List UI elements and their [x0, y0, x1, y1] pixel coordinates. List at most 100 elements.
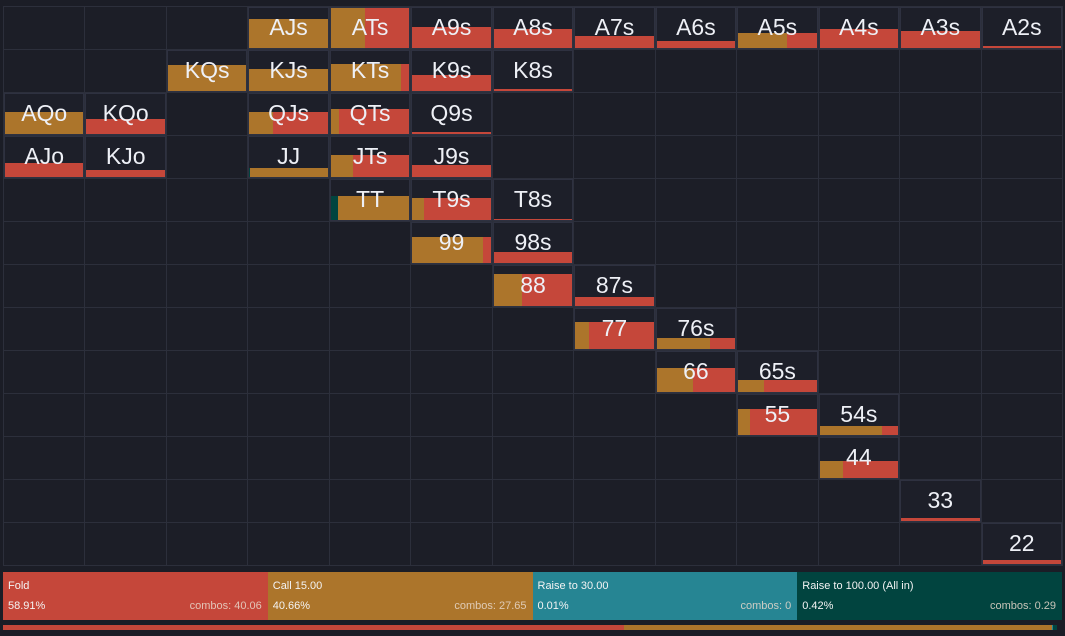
bar-segment-call	[249, 69, 328, 91]
grid-cell	[654, 92, 738, 136]
hand-label: JTs	[352, 143, 388, 169]
grid-cell	[410, 479, 493, 523]
hand-frequency-bar	[330, 8, 410, 48]
hand-cell-A4s[interactable]: A4s	[818, 7, 900, 49]
bar-segment-fold	[493, 29, 573, 48]
hand-cell-JTs[interactable]: JTs	[329, 136, 411, 178]
grid-cell	[573, 522, 656, 566]
bar-segment-call	[738, 32, 787, 48]
grid-cell	[3, 178, 86, 222]
hand-label: 99	[438, 229, 465, 255]
hand-cell-J9s[interactable]: J9s	[411, 136, 492, 178]
hand-cell-65s[interactable]: 65s	[737, 351, 818, 393]
hand-cell-76s[interactable]: 76s	[655, 308, 737, 350]
hand-cell-T8s[interactable]: T8s	[492, 179, 574, 221]
hand-cell-ATs[interactable]: ATs	[329, 7, 411, 49]
hand-cell-A6s[interactable]: A6s	[655, 7, 737, 49]
hand-cell-33[interactable]: 33	[900, 480, 981, 522]
bar-segment-call	[656, 337, 711, 349]
hand-frequency-bar	[330, 64, 410, 91]
hand-cell-JJ[interactable]: JJ	[248, 136, 329, 178]
hand-cell-K8s[interactable]: K8s	[492, 50, 574, 92]
hand-cell-A5s[interactable]: A5s	[737, 7, 818, 49]
grid-cell	[817, 522, 901, 566]
hand-cell-AJs[interactable]: AJs	[248, 7, 329, 49]
grid-cell	[573, 135, 656, 179]
hand-cell-AJo[interactable]: AJo	[4, 136, 85, 178]
hand-cell-QTs[interactable]: QTs	[329, 93, 411, 135]
grid-cell	[491, 436, 575, 480]
hand-cell-QJs[interactable]: QJs	[248, 93, 329, 135]
grid-cell	[165, 307, 249, 351]
bar-segment-call	[330, 64, 402, 91]
hand-cell-KJo[interactable]: KJo	[85, 136, 166, 178]
hand-label: AQo	[21, 100, 68, 126]
bar-segment-fold	[86, 118, 165, 134]
action-fold[interactable]: Fold 58.91% combos: 40.06	[3, 572, 268, 620]
bar-segment-fold	[692, 368, 736, 392]
hand-cell-22[interactable]: 22	[981, 523, 1062, 565]
hand-cell-77[interactable]: 77	[574, 308, 655, 350]
bar-segment-fold	[982, 46, 1061, 48]
hand-cell-KQo[interactable]: KQo	[85, 93, 166, 135]
grid-cell	[817, 479, 901, 523]
action-call[interactable]: Call 15.00 40.66% combos: 27.65	[267, 572, 533, 620]
hand-cell-AQo[interactable]: AQo	[4, 93, 85, 135]
grid-cell	[247, 178, 330, 222]
hand-label: 44	[846, 444, 872, 470]
hand-frequency-bar	[330, 108, 410, 134]
summary-segment-fold	[3, 625, 624, 630]
hand-cell-A8s[interactable]: A8s	[492, 7, 574, 49]
hand-label: KJs	[269, 57, 308, 83]
grid-cell	[84, 393, 167, 437]
grid-cell	[736, 479, 819, 523]
hand-cell-A2s[interactable]: A2s	[981, 7, 1062, 49]
bar-segment-fold	[424, 198, 491, 220]
hand-cell-A3s[interactable]: A3s	[900, 7, 981, 49]
bar-segment-fold	[493, 251, 573, 263]
summary-segment-call	[623, 625, 1053, 630]
hand-cell-A9s[interactable]: A9s	[411, 7, 492, 49]
hand-cell-55[interactable]: 55	[737, 394, 818, 436]
grid-cell	[3, 350, 86, 394]
hand-cell-98s[interactable]: 98s	[492, 222, 574, 264]
hand-cell-Q9s[interactable]: Q9s	[411, 93, 492, 135]
grid-cell	[3, 522, 86, 566]
bar-segment-call	[412, 198, 425, 220]
grid-cell	[899, 264, 982, 308]
hand-cell-KTs[interactable]: KTs	[329, 50, 411, 92]
hand-label: 55	[764, 401, 791, 427]
hand-cell-88[interactable]: 88	[492, 265, 574, 307]
hand-cell-TT[interactable]: TT	[329, 179, 411, 221]
grid-cell	[817, 264, 901, 308]
hand-frequency-bar	[249, 112, 328, 134]
hand-label: A4s	[839, 14, 879, 40]
grid-cell	[736, 49, 819, 93]
hand-label: 77	[601, 315, 628, 341]
hand-cell-K9s[interactable]: K9s	[411, 50, 492, 92]
hand-cell-54s[interactable]: 54s	[818, 394, 900, 436]
hand-cell-KQs[interactable]: KQs	[166, 50, 248, 92]
hand-label: K9s	[431, 57, 472, 83]
bar-segment-fold	[352, 155, 410, 177]
bar-segment-fold	[575, 36, 654, 48]
grid-cell	[736, 221, 819, 265]
hand-cell-99[interactable]: 99	[411, 222, 492, 264]
hand-cell-T9s[interactable]: T9s	[411, 179, 492, 221]
hand-cell-87s[interactable]: 87s	[574, 265, 655, 307]
hand-cell-KJs[interactable]: KJs	[248, 50, 329, 92]
hand-cell-44[interactable]: 44	[818, 437, 900, 479]
action-raise[interactable]: Raise to 30.00 0.01% combos: 0	[532, 572, 798, 620]
hand-cell-A7s[interactable]: A7s	[574, 7, 655, 49]
grid-cell	[165, 221, 249, 265]
hand-label: KQs	[184, 57, 230, 83]
grid-cell	[84, 264, 167, 308]
grid-cell	[84, 221, 167, 265]
grid-cell	[573, 479, 656, 523]
hand-label: QJs	[268, 100, 310, 126]
grid-cell	[817, 350, 901, 394]
hand-cell-66[interactable]: 66	[655, 351, 737, 393]
action-allin[interactable]: Raise to 100.00 (All in) 0.42% combos: 0…	[797, 572, 1062, 620]
grid-cell	[410, 522, 493, 566]
bar-segment-fold	[482, 237, 491, 263]
